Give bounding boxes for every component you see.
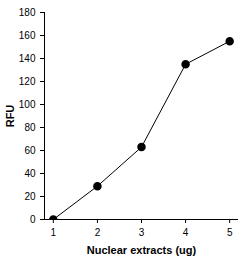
svg-text:3: 3 bbox=[139, 227, 145, 238]
svg-text:5: 5 bbox=[227, 227, 233, 238]
svg-text:60: 60 bbox=[24, 145, 36, 156]
svg-text:180: 180 bbox=[19, 7, 36, 18]
svg-text:40: 40 bbox=[24, 168, 36, 179]
svg-text:2: 2 bbox=[95, 227, 101, 238]
svg-text:140: 140 bbox=[19, 53, 36, 64]
svg-text:20: 20 bbox=[24, 191, 36, 202]
svg-text:120: 120 bbox=[19, 76, 36, 87]
svg-text:4: 4 bbox=[183, 227, 189, 238]
svg-text:80: 80 bbox=[24, 122, 36, 133]
svg-text:160: 160 bbox=[19, 30, 36, 41]
svg-text:Nuclear extracts (ug): Nuclear extracts (ug) bbox=[87, 244, 197, 256]
svg-text:1: 1 bbox=[51, 227, 57, 238]
svg-text:RFU: RFU bbox=[4, 105, 16, 128]
svg-text:0: 0 bbox=[30, 214, 36, 225]
svg-text:100: 100 bbox=[19, 99, 36, 110]
